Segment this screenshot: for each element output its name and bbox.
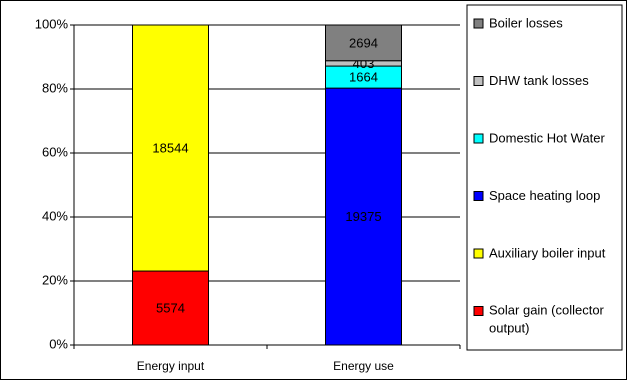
data-label: 1664 xyxy=(349,70,378,85)
data-label: 5574 xyxy=(156,300,185,315)
legend-swatch xyxy=(473,248,484,259)
legend-swatch xyxy=(473,76,484,86)
data-label: 2694 xyxy=(349,35,378,50)
legend-label: Space heating loop xyxy=(489,188,600,203)
y-tick-label: 40% xyxy=(42,208,68,223)
bar-segment xyxy=(325,87,402,346)
bar-segment xyxy=(325,24,402,62)
legend-label: Auxiliary boiler input xyxy=(489,245,606,260)
legend-swatch xyxy=(473,18,484,29)
legend-box xyxy=(466,4,623,351)
legend-label: Domestic Hot Water xyxy=(489,130,605,145)
bar-segment xyxy=(132,24,209,272)
legend-swatch xyxy=(473,133,484,144)
legend-swatch xyxy=(473,191,484,201)
legend-label: Boiler losses xyxy=(489,15,563,30)
y-tick-label: 80% xyxy=(42,80,68,95)
y-tick-label: 0% xyxy=(49,336,68,351)
legend-swatch xyxy=(473,306,484,316)
y-tick-label: 20% xyxy=(42,272,68,287)
bar-segment xyxy=(132,270,209,346)
data-label: 18544 xyxy=(152,140,188,155)
x-tick-label: Energy use xyxy=(333,359,394,373)
x-tick-label: Energy input xyxy=(137,359,205,373)
data-label: 19375 xyxy=(345,209,381,224)
legend-label: Solar gain (collector output) xyxy=(489,303,605,336)
y-tick-label: 100% xyxy=(35,16,69,31)
y-tick-label: 60% xyxy=(42,144,68,159)
legend-label: DHW tank losses xyxy=(489,73,589,88)
